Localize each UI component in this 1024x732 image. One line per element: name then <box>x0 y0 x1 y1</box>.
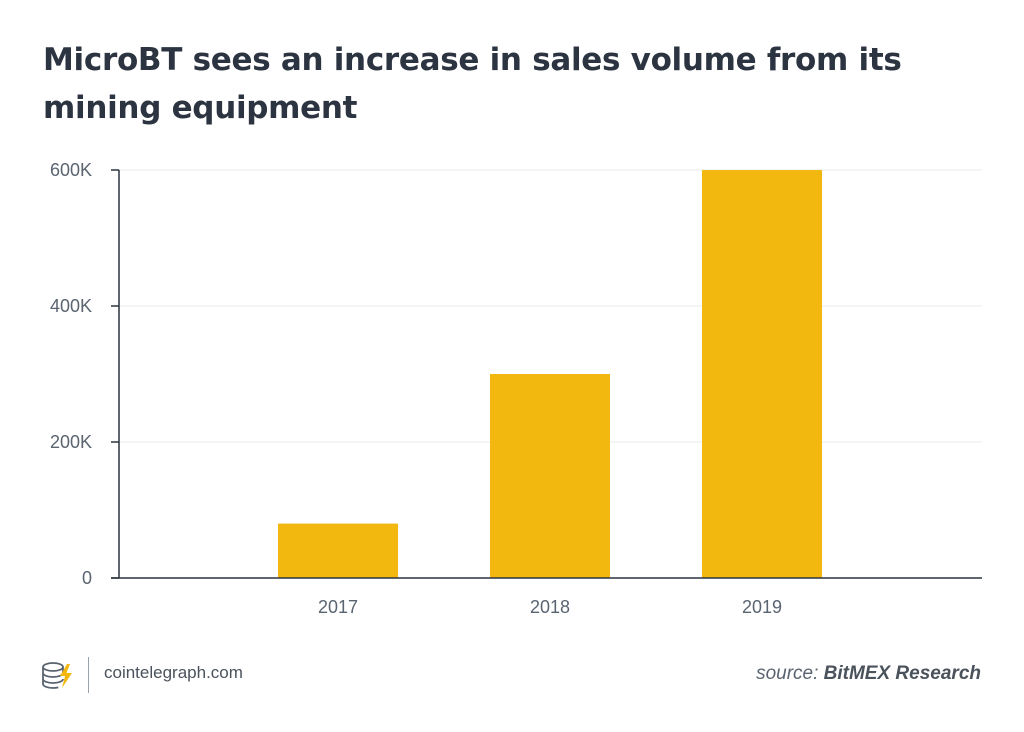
bar-2018 <box>490 374 610 578</box>
coin-stack-lightning-icon <box>40 659 74 691</box>
y-tick-label: 0 <box>82 568 92 588</box>
x-tick-labels: 2017 2018 2019 <box>318 597 782 617</box>
site-name[interactable]: cointelegraph.com <box>104 663 243 682</box>
y-tick-label: 200K <box>50 432 92 452</box>
bar-2019 <box>702 170 822 578</box>
source-name: BitMEX Research <box>823 663 981 684</box>
x-tick-label: 2017 <box>318 597 358 617</box>
x-tick-label: 2019 <box>742 597 782 617</box>
x-tick-label: 2018 <box>530 597 570 617</box>
footer-divider <box>88 657 89 693</box>
source-prefix: source: <box>756 663 819 684</box>
source-credit: source: BitMEX Research <box>756 663 981 685</box>
axes <box>111 169 982 579</box>
bars <box>278 170 822 578</box>
bar-2017 <box>278 523 398 578</box>
y-tick-label: 400K <box>50 296 92 316</box>
bar-chart: 0 200K 400K 600K 2017 2018 2019 <box>50 160 982 617</box>
y-tick-label: 600K <box>50 160 92 180</box>
y-tick-labels: 0 200K 400K 600K <box>50 160 92 588</box>
chart-title: MicroBT sees an increase in sales volume… <box>43 42 902 126</box>
